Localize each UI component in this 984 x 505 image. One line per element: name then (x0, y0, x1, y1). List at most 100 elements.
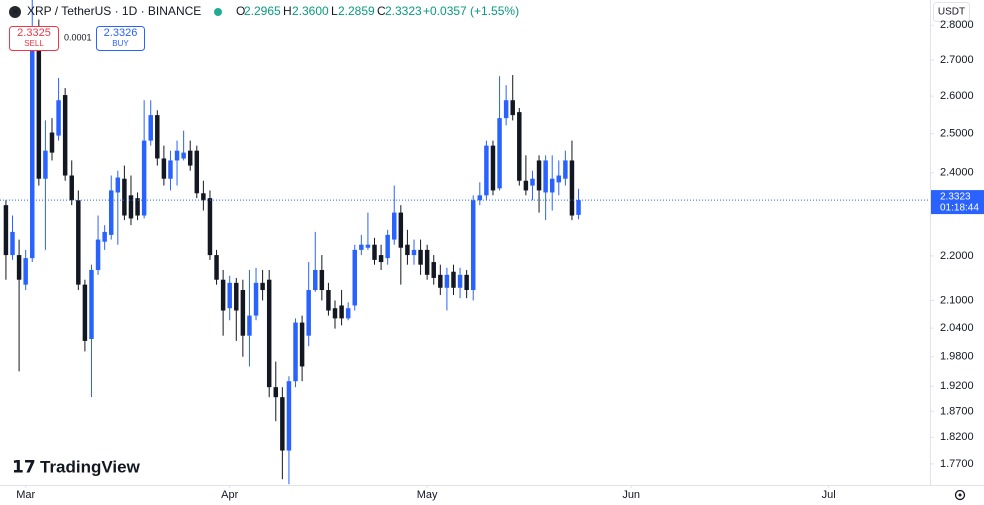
candle-body (484, 145, 489, 196)
candle-body (497, 118, 502, 189)
y-tick-label: 2.4000 (940, 167, 974, 179)
ohlc-label: H (283, 4, 292, 18)
candle-body (530, 178, 535, 186)
symbol-title: XRP / TetherUS · 1D · BINANCE (27, 4, 201, 18)
x-tick-label: May (417, 489, 438, 501)
y-tick-label: 1.8200 (940, 431, 974, 443)
candle-body (89, 269, 94, 340)
candle-body (36, 40, 42, 179)
y-tick-label: 1.9200 (940, 380, 974, 392)
candle-body (490, 145, 496, 191)
symbol-icon (9, 6, 21, 18)
candle-body (43, 150, 48, 179)
candle-body (3, 205, 9, 256)
candle-body (536, 160, 542, 191)
candle-body (523, 180, 529, 191)
candle-body (194, 150, 200, 194)
candle-body (286, 381, 292, 451)
candle-body (168, 160, 173, 179)
candle-body (187, 150, 193, 166)
currency-button[interactable] (933, 2, 970, 22)
candle-body (115, 177, 121, 193)
candle-body (517, 112, 522, 181)
x-tick-label: Apr (221, 489, 238, 501)
candle-body (227, 282, 232, 309)
candle-body (141, 140, 147, 216)
candle-body (69, 175, 74, 201)
sell-button[interactable] (9, 26, 59, 51)
x-tick-label: Jun (622, 489, 640, 501)
candle-body (174, 150, 180, 161)
candle-body (556, 175, 562, 183)
candle-body (431, 262, 436, 278)
candle-body (260, 282, 265, 291)
brand-logo: TradingView (40, 457, 141, 476)
candle-body (470, 200, 476, 291)
candle-body (365, 244, 371, 248)
buy-label: BUY (112, 39, 129, 48)
candle-body (234, 282, 239, 311)
y-tick-label: 1.9800 (940, 351, 974, 363)
candle-body (95, 239, 101, 270)
candle-body (326, 290, 331, 311)
candle-body (352, 249, 357, 306)
y-tick-label: 2.8000 (940, 19, 974, 31)
settings-button[interactable] (954, 489, 966, 501)
y-tick-label: 2.7000 (940, 54, 974, 66)
candle-body (253, 282, 259, 316)
candle-body (23, 258, 28, 285)
last-price-label: 2.3323 (940, 192, 971, 203)
ohlc-label: L (331, 4, 338, 18)
candle-body (247, 315, 252, 336)
plot-area (0, 0, 930, 485)
candle-body (161, 158, 167, 179)
candle-body (240, 290, 246, 336)
candle-body (56, 100, 61, 136)
candle-body (405, 244, 410, 256)
ohlc-label: O (236, 4, 245, 18)
candle-body (543, 160, 548, 193)
y-tick-label: 2.0400 (940, 322, 974, 334)
candle-body (181, 152, 186, 159)
candle-body (392, 212, 397, 240)
candle-body (372, 244, 377, 260)
candle-body (201, 193, 206, 201)
y-tick-label: 1.7700 (940, 458, 974, 470)
candle-body (385, 234, 390, 259)
ohlc-value: 2.2859 (338, 4, 375, 18)
candle-body (424, 249, 430, 275)
candle-body (457, 274, 463, 288)
y-tick-label: 2.1000 (940, 294, 974, 306)
candle-body (563, 160, 568, 179)
candle-body (319, 269, 325, 291)
candle-body (62, 95, 68, 176)
ohlc-value: 2.3600 (292, 4, 329, 18)
market-status (214, 8, 222, 16)
candle-body (411, 249, 417, 256)
candle-body (359, 244, 364, 250)
last-price-tag (931, 190, 984, 215)
candle-body (108, 190, 114, 235)
candle-body (102, 231, 107, 242)
ohlc-value: 2.3323 (385, 4, 422, 18)
candle-body (418, 249, 423, 265)
candle-body (345, 308, 351, 319)
candle-body (135, 198, 140, 216)
candle-body (378, 255, 384, 263)
spread: 0.0001 (64, 32, 92, 42)
brand-logo-mark: 𝟭𝟳 (12, 457, 36, 476)
candle-body (398, 212, 404, 248)
currency-label: USDT (938, 7, 965, 18)
candle-body (451, 271, 456, 288)
candle-body (76, 200, 81, 285)
ohlc-value: 2.2965 (244, 4, 281, 18)
ohlc-label: C (377, 4, 386, 18)
candle-body (339, 305, 344, 319)
buy-button[interactable] (96, 26, 145, 51)
candle-body (464, 274, 469, 291)
candle-body (306, 290, 311, 336)
candle-body (207, 198, 213, 256)
candle-body (293, 322, 298, 382)
